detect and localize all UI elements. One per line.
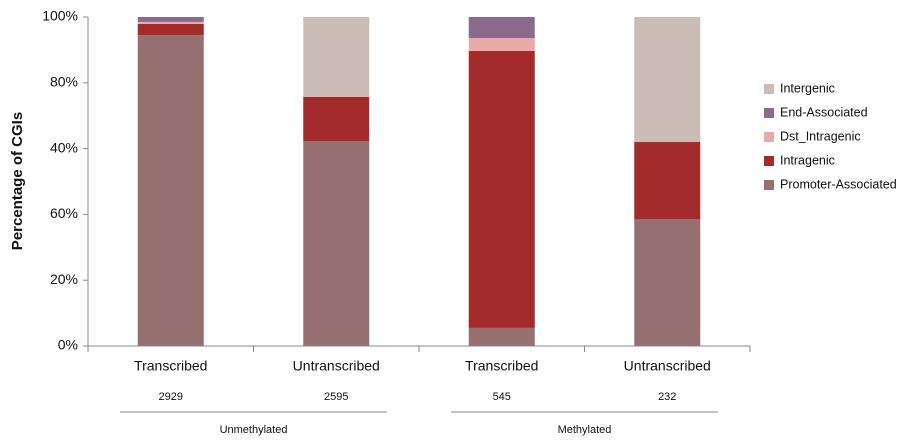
legend-swatch: [764, 108, 774, 118]
legend-swatch: [764, 132, 774, 142]
y-tick-label: 20%: [50, 271, 78, 287]
bar-segment: [303, 96, 370, 142]
group-label: Unmethylated: [220, 424, 288, 436]
bar-segment: [634, 219, 701, 346]
x-tick-label: Untranscribed: [293, 358, 380, 374]
legend-label: Intergenic: [780, 81, 835, 95]
count-label: 545: [493, 391, 511, 403]
bar-segment: [137, 17, 204, 22]
x-tick-label: Transcribed: [465, 358, 538, 374]
bar-segment: [137, 23, 204, 36]
legend-label: End-Associated: [780, 105, 868, 119]
legend-label: Dst_Intragenic: [780, 129, 861, 143]
bar-segment: [468, 327, 535, 346]
y-axis-title: Percentage of CGIs: [9, 112, 26, 250]
bar-segment: [303, 141, 370, 346]
bar-segment: [468, 17, 535, 39]
legend-label: Promoter-Associated: [780, 177, 897, 191]
bar-segment: [468, 50, 535, 328]
bar-segment: [468, 38, 535, 51]
bar-segment: [137, 35, 204, 346]
count-label: 2929: [159, 391, 183, 403]
count-label: 2595: [324, 391, 348, 403]
legend-swatch: [764, 180, 774, 190]
y-tick-label: 100%: [42, 8, 78, 24]
legend-label: Intragenic: [780, 153, 835, 167]
y-tick-label: 60%: [50, 205, 78, 221]
y-tick-label: 40%: [50, 139, 78, 155]
bar-segment: [137, 21, 204, 24]
y-tick-label: 0%: [58, 337, 78, 353]
bar-segment: [303, 17, 370, 97]
x-tick-label: Transcribed: [134, 358, 207, 374]
legend-swatch: [764, 84, 774, 94]
x-tick-label: Untranscribed: [624, 358, 711, 374]
count-label: 232: [658, 391, 676, 403]
bar-segment: [634, 17, 701, 143]
bar-segment: [634, 142, 701, 220]
group-label: Methylated: [558, 424, 612, 436]
y-tick-label: 80%: [50, 74, 78, 90]
legend-swatch: [764, 156, 774, 166]
